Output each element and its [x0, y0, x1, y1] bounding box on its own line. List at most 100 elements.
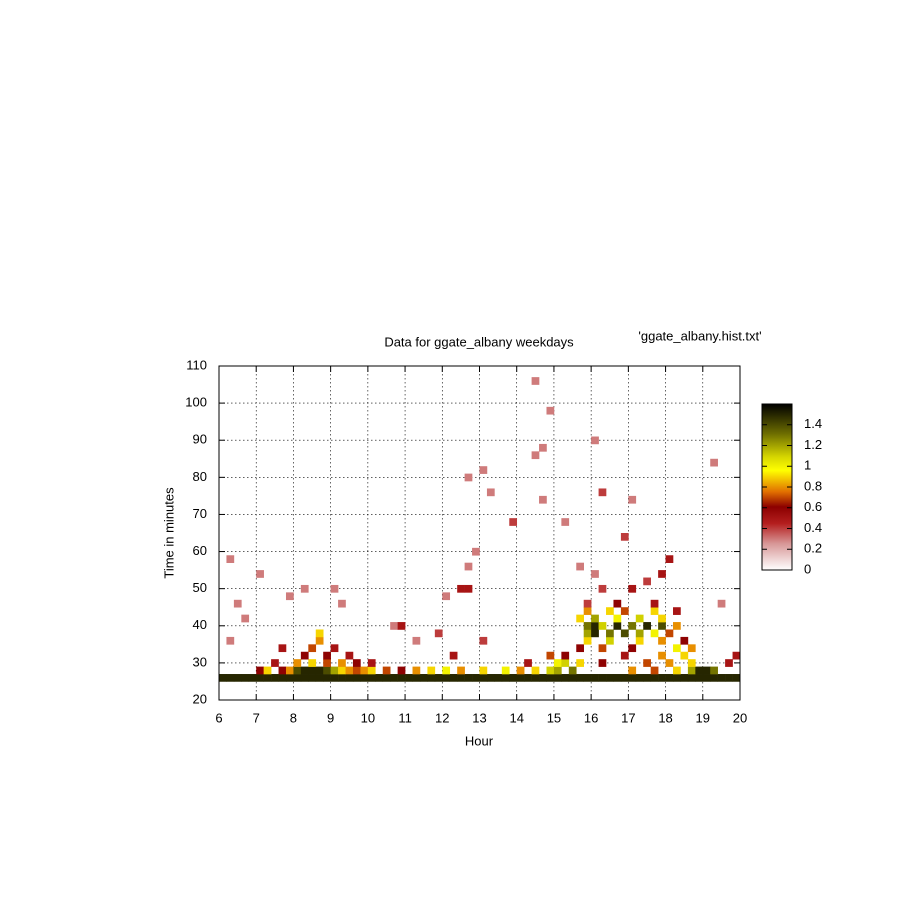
heatmap-cell — [323, 651, 331, 660]
x-tick-label: 8 — [290, 710, 297, 725]
heatmap-cell — [606, 629, 614, 638]
x-tick-label: 13 — [472, 710, 486, 725]
heatmap-cell — [285, 674, 294, 682]
heatmap-cell — [472, 547, 480, 556]
heatmap-cell — [732, 674, 741, 682]
heatmap-cell — [598, 644, 607, 653]
heatmap-cell — [330, 584, 339, 593]
heatmap-cell — [315, 666, 324, 675]
heatmap-cell — [308, 659, 317, 667]
heatmap-cell — [509, 518, 518, 526]
heatmap-cell — [725, 659, 733, 667]
heatmap-cell — [583, 599, 592, 608]
heatmap-cell — [442, 592, 451, 601]
heatmap-cell — [598, 659, 607, 667]
y-axis-label: Time in minutes — [161, 487, 176, 579]
colorbar-tick-label: 1.2 — [804, 437, 822, 452]
x-tick-label: 18 — [658, 710, 672, 725]
heatmap-cell — [434, 674, 443, 682]
heatmap-cell — [457, 666, 465, 675]
x-tick-label: 15 — [547, 710, 561, 725]
heatmap-cell — [635, 636, 644, 645]
heatmap-cell — [702, 674, 711, 682]
heatmap-cell — [650, 629, 659, 638]
heatmap-cell — [412, 636, 421, 645]
heatmap-cell — [673, 622, 681, 630]
heatmap-cell — [367, 674, 376, 682]
heatmap-cell — [628, 495, 637, 504]
heatmap-cell — [479, 674, 488, 682]
heatmap-cell — [442, 666, 451, 675]
heatmap-cell — [613, 599, 622, 608]
heatmap-cell — [427, 674, 436, 682]
heatmap-cell — [591, 674, 599, 682]
heatmap-cell — [300, 651, 309, 660]
x-tick-label: 17 — [621, 710, 635, 725]
heatmap-cell — [583, 607, 592, 615]
heatmap-cell — [658, 674, 666, 682]
heatmap-cell — [285, 666, 294, 675]
heatmap-cell — [449, 651, 458, 660]
heatmap-cell — [665, 555, 674, 563]
heatmap-cell — [405, 674, 413, 682]
heatmap-cell — [338, 674, 346, 682]
heatmap-cell — [628, 644, 637, 653]
y-tick-label: 80 — [193, 469, 207, 484]
heatmap-cell — [680, 636, 689, 645]
heatmap-cell — [635, 674, 644, 682]
heatmap-cell — [591, 570, 599, 578]
colorbar-tick-label: 0.6 — [804, 499, 822, 514]
heatmap-cell — [717, 674, 726, 682]
heatmap-cell — [442, 674, 451, 682]
heatmap-cell — [539, 495, 547, 504]
heatmap-cell — [539, 674, 547, 682]
colorbar-tick-label: 0.4 — [804, 520, 822, 535]
heatmap-cell — [583, 636, 592, 645]
heatmap-cell — [561, 651, 570, 660]
heatmap-cell — [457, 674, 465, 682]
heatmap-cell — [464, 562, 473, 571]
heatmap-cell — [695, 674, 704, 682]
heatmap-cell — [472, 674, 480, 682]
heatmap-cell — [628, 622, 637, 630]
heatmap-cell — [397, 674, 406, 682]
heatmap-cell — [628, 584, 637, 593]
heatmap-cell — [345, 674, 354, 682]
heatmap-cell — [606, 607, 614, 615]
heatmap-cell — [434, 629, 443, 638]
heatmap-cell — [710, 674, 718, 682]
chart-title: Data for ggate_albany weekdays — [384, 334, 574, 349]
heatmap-cell — [613, 674, 622, 682]
heatmap-cell — [546, 666, 555, 675]
heatmap-cell — [598, 488, 607, 497]
key-label: 'ggate_albany.hist.txt' — [638, 328, 761, 343]
x-tick-label: 14 — [509, 710, 523, 725]
heatmap-cell — [308, 674, 317, 682]
heatmap-cell — [658, 570, 666, 578]
heatmap-cell — [300, 674, 309, 682]
heatmap-cell — [390, 622, 398, 630]
heatmap-cell — [658, 614, 666, 623]
heatmap-cell — [620, 629, 629, 638]
heatmap-cell — [598, 674, 607, 682]
heatmap-cell — [278, 666, 287, 675]
heatmap-cell — [635, 629, 644, 638]
heatmap-cell — [501, 674, 510, 682]
heatmap-cell — [531, 674, 540, 682]
heatmap-cell — [606, 674, 614, 682]
heatmap-cell — [464, 674, 473, 682]
heatmap-cell — [687, 666, 696, 675]
heatmap-cell — [650, 599, 659, 608]
heatmap-cell — [494, 674, 503, 682]
heatmap-cell — [479, 666, 488, 675]
heatmap-cell — [308, 666, 317, 675]
heatmap-cell — [509, 674, 518, 682]
heatmap-cell — [516, 674, 525, 682]
heatmap-cell — [553, 674, 562, 682]
y-tick-label: 20 — [193, 691, 207, 706]
heatmap-cell — [256, 674, 264, 682]
heatmap-cell — [553, 659, 562, 667]
heatmap-cell — [583, 622, 592, 630]
colorbar-tick-label: 0.8 — [804, 478, 822, 493]
heatmap-cell — [330, 644, 339, 653]
